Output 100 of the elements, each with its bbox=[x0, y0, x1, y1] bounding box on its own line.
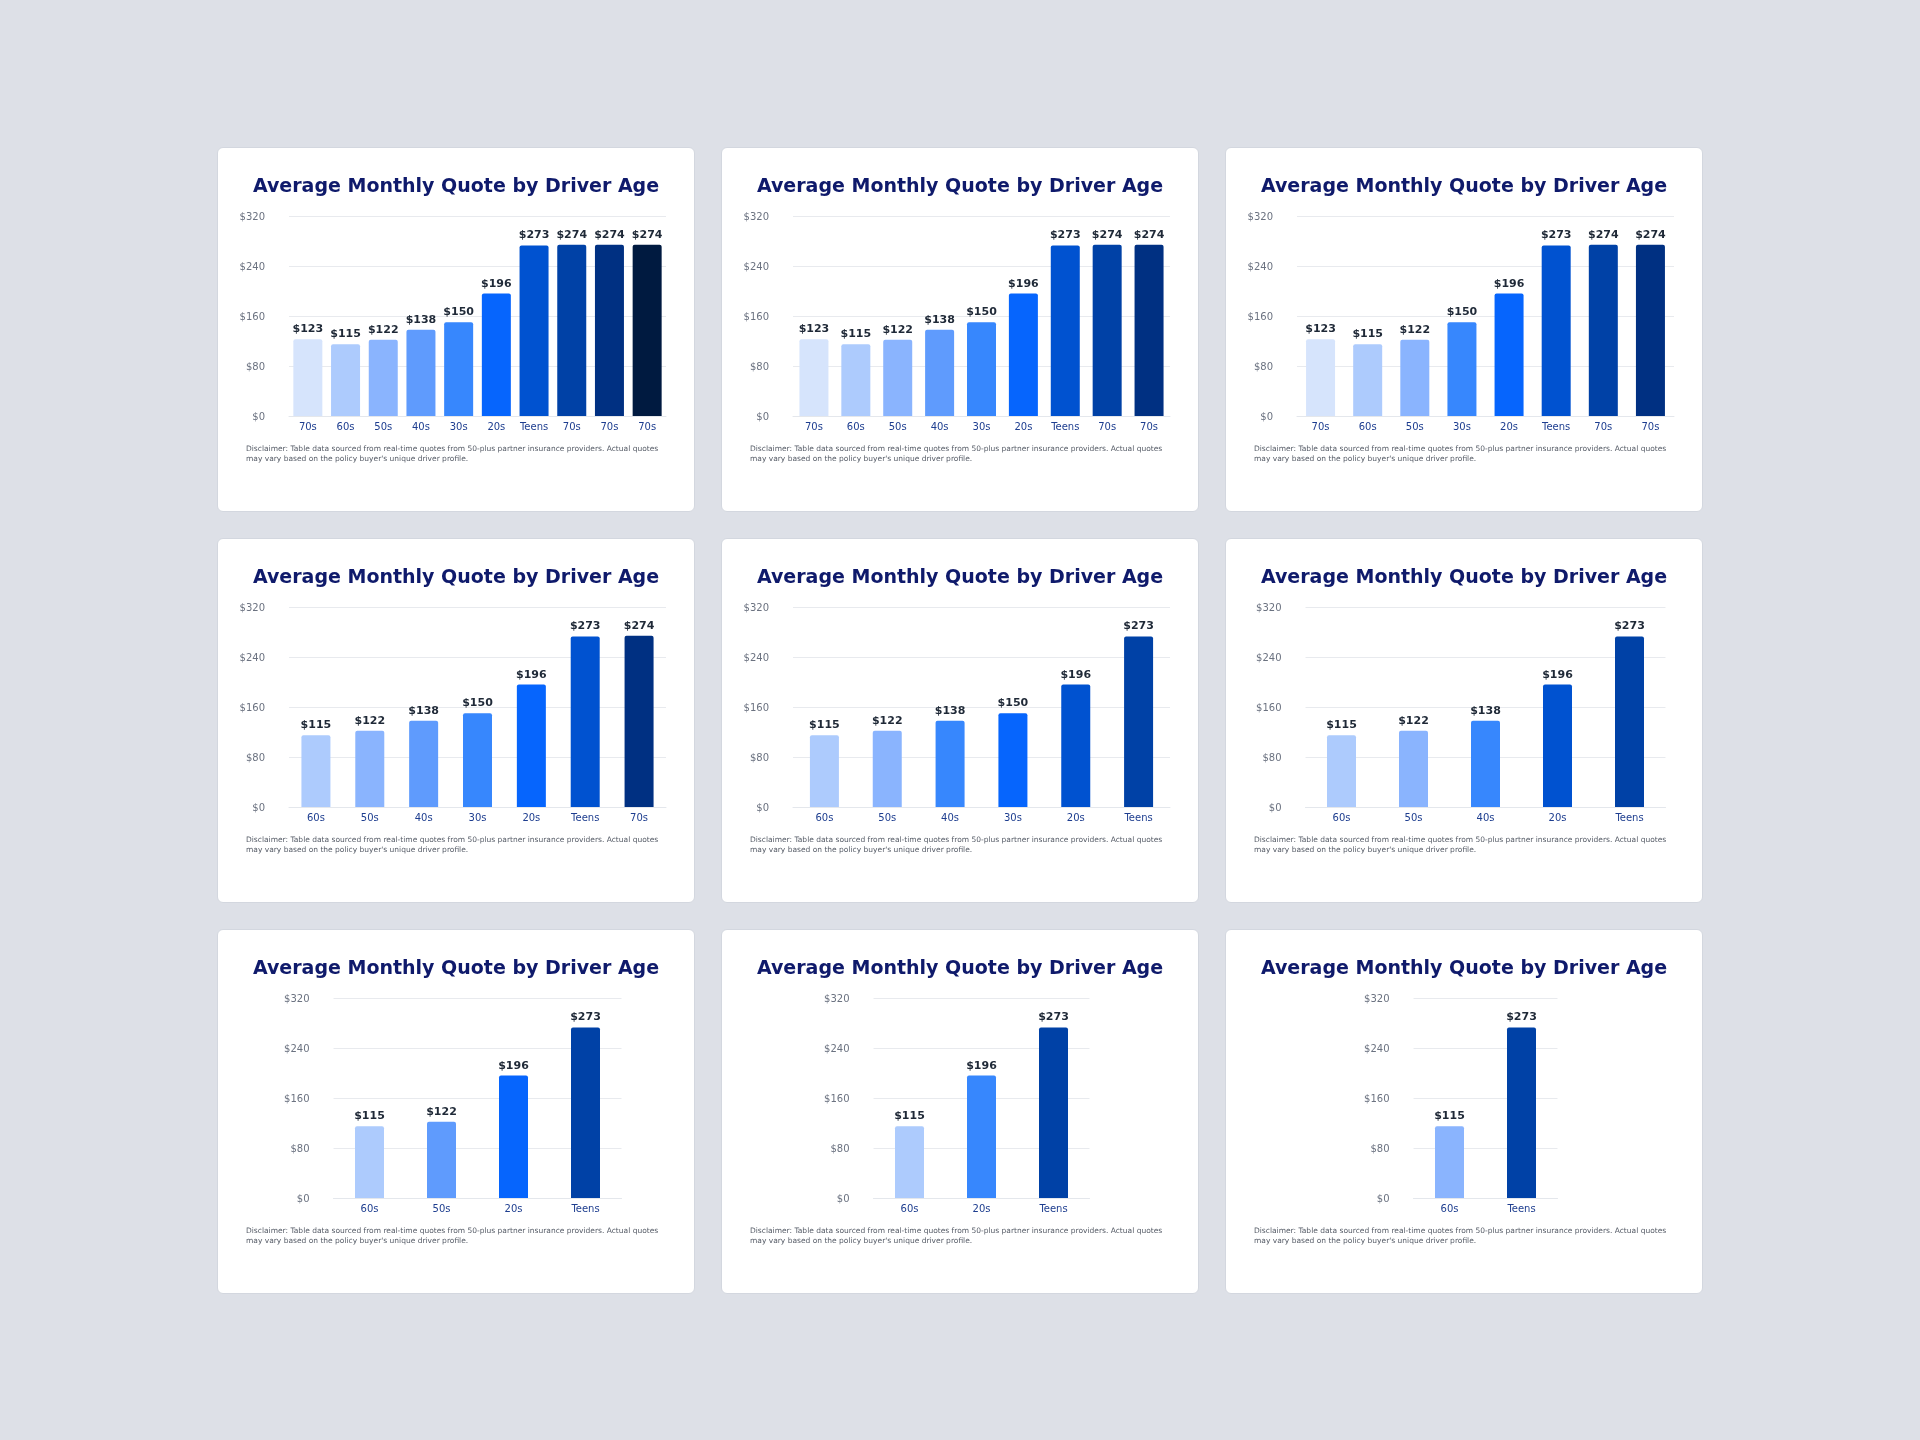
x-tick-label: 70s bbox=[1140, 420, 1159, 432]
x-tick-label: 50s bbox=[432, 1202, 451, 1214]
y-tick-label: $80 bbox=[749, 751, 769, 763]
bar bbox=[1541, 245, 1571, 416]
bar bbox=[925, 329, 955, 416]
bar bbox=[355, 730, 385, 807]
y-tick-label: $0 bbox=[1268, 801, 1282, 813]
bar bbox=[463, 713, 492, 807]
y-tick-label: $0 bbox=[296, 1192, 310, 1204]
data-label: $274 bbox=[1635, 227, 1667, 241]
y-tick-label: $80 bbox=[245, 360, 265, 372]
y-tick-label: $240 bbox=[743, 651, 769, 663]
chart-title: Average Monthly Quote by Driver Age bbox=[755, 565, 1165, 587]
bar bbox=[1543, 684, 1572, 807]
data-label: $115 bbox=[840, 327, 872, 341]
data-label: $150 bbox=[1446, 305, 1478, 319]
bar bbox=[967, 322, 996, 416]
x-tick-label: 20s bbox=[1066, 811, 1085, 823]
data-label: $123 bbox=[292, 322, 324, 336]
y-tick-label: $160 bbox=[239, 701, 265, 713]
x-tick-label: 60s bbox=[360, 1202, 379, 1214]
data-label: $123 bbox=[798, 322, 830, 336]
x-tick-label: Teens bbox=[1614, 811, 1644, 823]
data-label: $196 bbox=[498, 1058, 530, 1072]
x-tick-label: 40s bbox=[941, 811, 960, 823]
y-tick-label: $0 bbox=[252, 410, 265, 422]
y-tick-label: $160 bbox=[1256, 701, 1282, 713]
x-tick-label: 20s bbox=[504, 1202, 523, 1214]
y-tick-label: $160 bbox=[824, 1092, 850, 1104]
bar bbox=[571, 1027, 600, 1198]
data-label: $138 bbox=[1470, 703, 1501, 717]
x-tick-label: 30s bbox=[1452, 420, 1471, 432]
bar bbox=[998, 713, 1028, 807]
bar bbox=[935, 720, 965, 807]
bar bbox=[1134, 244, 1164, 416]
bar bbox=[516, 684, 546, 807]
y-tick-label: $320 bbox=[239, 601, 265, 613]
y-tick-label: $320 bbox=[1256, 601, 1282, 613]
bar bbox=[594, 244, 624, 416]
y-tick-label: $240 bbox=[284, 1042, 310, 1054]
bar bbox=[293, 339, 323, 416]
x-tick-label: 70s bbox=[1098, 420, 1117, 432]
data-label: $122 bbox=[882, 322, 914, 336]
y-tick-label: $240 bbox=[1364, 1042, 1390, 1054]
x-tick-label: 50s bbox=[878, 811, 897, 823]
y-tick-label: $160 bbox=[284, 1092, 310, 1104]
bar bbox=[624, 635, 654, 807]
data-label: $196 bbox=[1542, 667, 1574, 681]
x-tick-label: 20s bbox=[972, 1202, 991, 1214]
y-tick-label: $320 bbox=[1247, 210, 1273, 222]
x-tick-label: 70s bbox=[630, 811, 649, 823]
x-tick-label: Teens bbox=[570, 811, 600, 823]
bar bbox=[331, 344, 361, 416]
x-tick-label: 20s bbox=[1014, 420, 1033, 432]
bar bbox=[967, 1075, 996, 1198]
y-tick-label: $320 bbox=[239, 210, 265, 222]
x-tick-label: 40s bbox=[414, 811, 433, 823]
x-tick-label: 60s bbox=[336, 420, 355, 432]
x-tick-label: 40s bbox=[411, 420, 430, 432]
data-label: $115 bbox=[330, 327, 361, 341]
data-label: $273 bbox=[1506, 1010, 1537, 1024]
data-label: $196 bbox=[1008, 276, 1040, 290]
bar bbox=[1615, 636, 1644, 807]
y-tick-label: $160 bbox=[743, 310, 769, 322]
bar bbox=[427, 1121, 456, 1198]
bar bbox=[841, 344, 871, 416]
bar bbox=[1471, 720, 1500, 807]
x-tick-label: 30s bbox=[1003, 811, 1022, 823]
x-tick-label: 60s bbox=[900, 1202, 919, 1214]
bar bbox=[809, 735, 839, 807]
bar bbox=[1494, 293, 1524, 416]
data-label: $115 bbox=[300, 718, 332, 732]
bar bbox=[1039, 1027, 1068, 1198]
y-tick-label: $80 bbox=[1262, 751, 1282, 763]
data-label: $273 bbox=[518, 228, 550, 242]
bar bbox=[368, 339, 398, 416]
x-tick-label: 20s bbox=[522, 811, 541, 823]
data-label: $122 bbox=[367, 322, 399, 336]
bar bbox=[409, 720, 439, 807]
x-tick-label: 70s bbox=[600, 420, 619, 432]
data-label: $196 bbox=[481, 276, 512, 290]
x-tick-label: 60s bbox=[1358, 420, 1377, 432]
bar bbox=[1008, 293, 1038, 416]
data-label: $196 bbox=[516, 667, 548, 681]
bar bbox=[1050, 245, 1080, 416]
y-tick-label: $240 bbox=[239, 651, 265, 663]
bar bbox=[557, 244, 587, 416]
y-tick-label: $240 bbox=[1256, 651, 1282, 663]
x-tick-label: 50s bbox=[1405, 420, 1424, 432]
data-label: $150 bbox=[443, 305, 475, 319]
data-label: $273 bbox=[1123, 619, 1154, 633]
data-label: $115 bbox=[1352, 327, 1383, 341]
bar bbox=[1588, 244, 1618, 416]
data-label: $273 bbox=[1614, 619, 1645, 633]
data-label: $274 bbox=[1588, 227, 1619, 241]
x-tick-label: 30s bbox=[468, 811, 487, 823]
data-label: $274 bbox=[631, 227, 663, 241]
y-tick-label: $80 bbox=[290, 1142, 310, 1154]
chart-title: Average Monthly Quote by Driver Age bbox=[1259, 174, 1669, 196]
data-label: $150 bbox=[997, 696, 1029, 710]
